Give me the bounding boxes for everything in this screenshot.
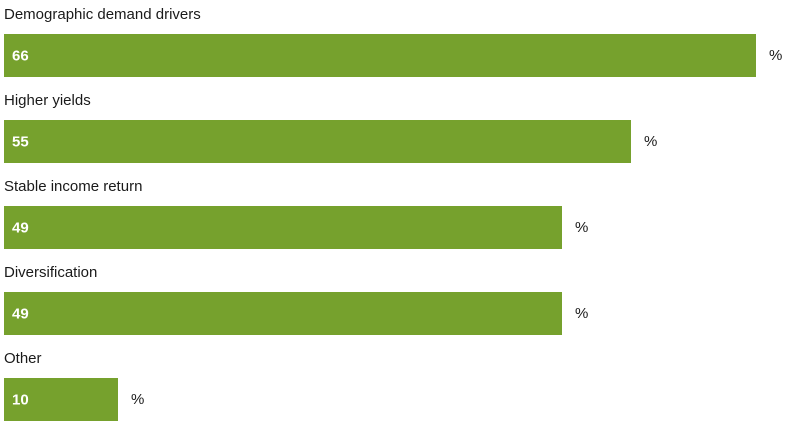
- unit-label: %: [131, 391, 145, 408]
- bar-row: Other 10%: [0, 349, 785, 435]
- unit-label: %: [575, 219, 589, 236]
- bar-chart: Demographic demand drivers 66% Higher yiel…: [0, 5, 785, 421]
- value-label: 66: [12, 47, 29, 64]
- category-label: Demographic demand drivers: [4, 6, 201, 23]
- value-label: 49: [12, 305, 29, 322]
- bar: 66: [4, 34, 756, 77]
- bar-row: Higher yields 55%: [0, 91, 785, 177]
- bar: 55: [4, 120, 631, 163]
- value-label: 10: [12, 391, 29, 408]
- bar-row: Demographic demand drivers 66%: [0, 5, 785, 91]
- bar: 49: [4, 292, 562, 335]
- bar-row: Diversification 49%: [0, 263, 785, 349]
- category-label: Other: [4, 350, 42, 367]
- unit-label: %: [769, 47, 783, 64]
- bar: 10: [4, 378, 118, 421]
- bar-row: Stable income return 49%: [0, 177, 785, 263]
- value-label: 55: [12, 133, 29, 150]
- unit-label: %: [575, 305, 589, 322]
- category-label: Diversification: [4, 264, 98, 281]
- category-label: Stable income return: [4, 178, 143, 195]
- unit-label: %: [644, 133, 658, 150]
- category-label: Higher yields: [4, 92, 91, 109]
- bar: 49: [4, 206, 562, 249]
- value-label: 49: [12, 219, 29, 236]
